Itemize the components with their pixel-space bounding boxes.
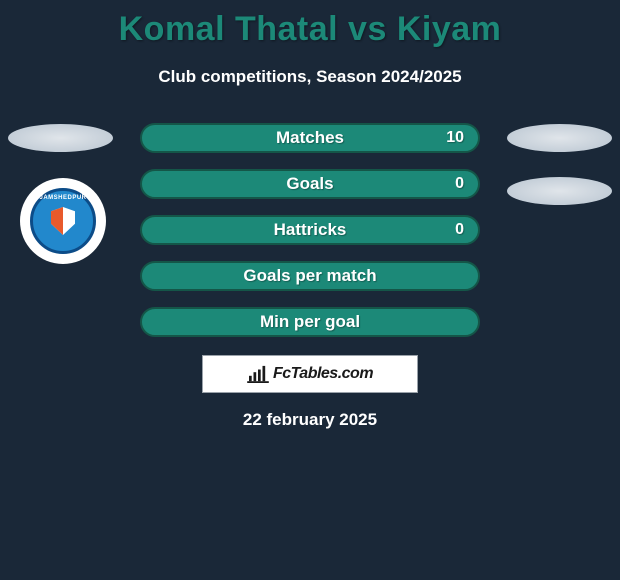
- club-badge-shield-icon: [51, 207, 75, 235]
- date-label: 22 february 2025: [0, 410, 620, 430]
- stat-value: 0: [455, 175, 464, 193]
- stat-row-matches: Matches 10: [140, 123, 480, 153]
- stats-container: Matches 10 Goals 0 Hattricks 0 Goals per…: [140, 123, 480, 353]
- player-left-placeholder: [8, 124, 113, 152]
- club-badge-inner: JAMSHEDPUR: [30, 188, 96, 254]
- stat-label: Min per goal: [260, 312, 360, 332]
- stat-label: Goals per match: [243, 266, 376, 286]
- stat-label: Goals: [286, 174, 333, 194]
- stat-value: 0: [455, 221, 464, 239]
- stat-row-min-per-goal: Min per goal: [140, 307, 480, 337]
- stat-label: Hattricks: [274, 220, 347, 240]
- club-badge: JAMSHEDPUR: [20, 178, 106, 264]
- bar-chart-icon: [247, 365, 269, 383]
- stat-label: Matches: [276, 128, 344, 148]
- player-right-placeholder-2: [507, 177, 612, 205]
- subtitle: Club competitions, Season 2024/2025: [0, 67, 620, 87]
- brand-text: FcTables.com: [273, 365, 373, 383]
- player-right-placeholder-1: [507, 124, 612, 152]
- stat-row-goals: Goals 0: [140, 169, 480, 199]
- club-badge-name: JAMSHEDPUR: [33, 195, 93, 201]
- stat-value: 10: [446, 129, 464, 147]
- brand-box: FcTables.com: [202, 355, 418, 393]
- page-title: Komal Thatal vs Kiyam: [0, 0, 620, 49]
- stat-row-hattricks: Hattricks 0: [140, 215, 480, 245]
- stat-row-goals-per-match: Goals per match: [140, 261, 480, 291]
